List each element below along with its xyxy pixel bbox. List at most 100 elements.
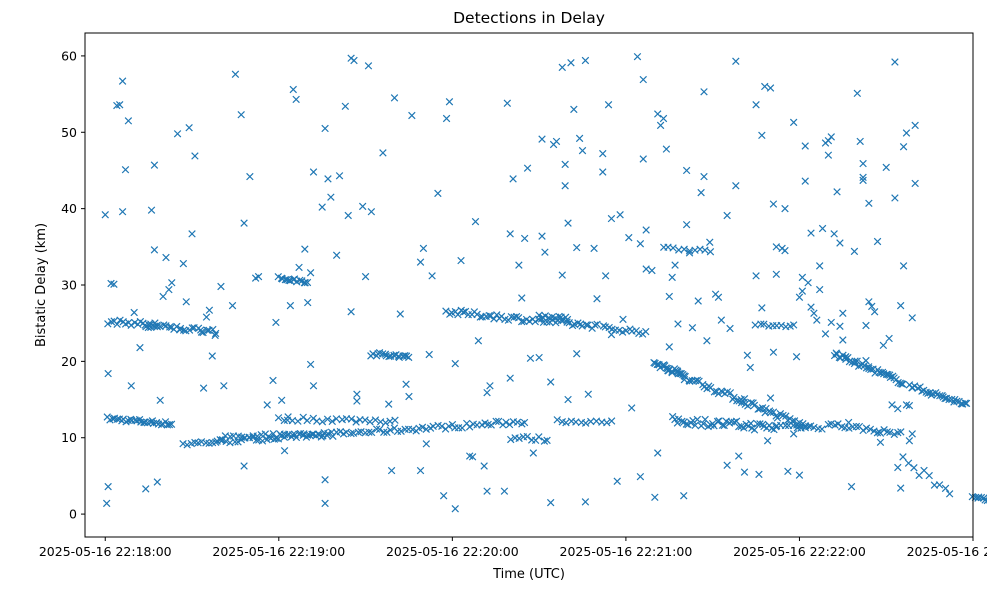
- detection-marker: [680, 245, 688, 253]
- detection-marker: [277, 396, 286, 405]
- detection-marker: [237, 110, 245, 119]
- detection-marker: [401, 351, 409, 360]
- detection-marker: [908, 314, 916, 322]
- detection-marker: [570, 105, 578, 114]
- detection-marker: [419, 244, 428, 253]
- detection-marker: [703, 337, 711, 345]
- detection-marker: [525, 317, 534, 326]
- detection-marker: [701, 246, 709, 254]
- detection-marker: [636, 240, 645, 248]
- detection-marker: [795, 293, 804, 301]
- detection-marker: [977, 493, 986, 502]
- detection-marker: [815, 262, 824, 270]
- detection-marker: [535, 311, 543, 319]
- detection-marker: [303, 298, 312, 307]
- detection-marker: [205, 306, 214, 314]
- detection-marker: [228, 301, 237, 310]
- detection-marker: [754, 405, 762, 413]
- detection-marker: [118, 207, 127, 216]
- detection-marker: [518, 294, 526, 302]
- detection-marker: [801, 177, 809, 185]
- detection-marker: [283, 416, 292, 424]
- detection-marker: [113, 320, 121, 329]
- detection-marker: [332, 251, 341, 259]
- detection-marker: [653, 449, 662, 457]
- detection-marker: [372, 425, 381, 433]
- detection-marker: [438, 422, 446, 431]
- detection-marker: [381, 419, 390, 427]
- y-tick-label: 50: [61, 125, 77, 140]
- detection-marker: [836, 239, 844, 247]
- detection-marker: [364, 62, 373, 70]
- detection-marker: [350, 56, 358, 65]
- detection-marker: [665, 292, 674, 301]
- detection-marker: [918, 387, 926, 395]
- detection-marker: [613, 477, 621, 485]
- x-tick-label: 2025-05-16 22:22:00: [733, 544, 866, 559]
- y-tick-label: 60: [61, 48, 77, 63]
- detection-marker: [121, 165, 130, 174]
- detection-marker: [815, 285, 824, 294]
- detection-marker: [375, 425, 384, 434]
- detection-marker: [327, 193, 335, 201]
- detection-marker: [492, 417, 500, 426]
- detection-marker: [196, 326, 205, 334]
- detection-marker: [760, 320, 768, 328]
- detection-marker: [318, 417, 327, 426]
- detection-marker: [607, 214, 616, 223]
- detection-marker: [789, 430, 798, 438]
- detection-marker: [769, 200, 778, 208]
- detection-marker: [217, 282, 225, 291]
- detection-marker: [386, 426, 395, 434]
- detection-marker: [899, 262, 908, 270]
- detection-marker: [211, 329, 220, 338]
- detection-marker: [862, 356, 870, 365]
- detection-marker: [535, 353, 543, 362]
- detection-marker: [582, 321, 591, 329]
- detection-marker: [393, 427, 402, 436]
- detection-marker: [425, 350, 433, 359]
- detection-marker: [772, 422, 780, 431]
- detection-marker: [500, 487, 509, 495]
- detection-marker: [865, 199, 873, 208]
- detection-marker: [639, 75, 647, 84]
- y-axis-title: Bistatic Delay (km): [34, 223, 49, 347]
- detection-marker: [883, 428, 892, 436]
- detection-marker: [733, 396, 741, 405]
- detection-marker: [777, 321, 785, 330]
- detection-marker: [142, 485, 150, 493]
- detection-marker: [682, 220, 691, 229]
- detection-marker: [578, 146, 587, 155]
- x-axis-ticks: 2025-05-16 22:18:00 2025-05-16 22:19:00 20…: [39, 537, 987, 559]
- detection-marker: [564, 219, 572, 227]
- detection-marker: [197, 438, 206, 446]
- detection-marker: [457, 256, 465, 265]
- detection-marker: [513, 418, 522, 426]
- detection-marker: [693, 415, 702, 424]
- detection-marker: [153, 478, 162, 486]
- detection-marker: [896, 484, 905, 492]
- detection-marker: [896, 301, 905, 310]
- detection-marker: [790, 417, 799, 425]
- detection-marker: [691, 421, 699, 430]
- detection-marker: [590, 244, 598, 253]
- detection-marker: [562, 418, 570, 427]
- detection-marker: [659, 114, 668, 123]
- detection-marker: [520, 418, 529, 427]
- detection-marker: [758, 304, 766, 312]
- detection-marker: [124, 117, 133, 125]
- detection-marker: [844, 418, 853, 427]
- detection-marker: [144, 323, 153, 332]
- detection-marker: [502, 418, 510, 427]
- detection-marker: [558, 271, 566, 279]
- detection-marker: [416, 258, 425, 266]
- detection-marker: [604, 101, 613, 109]
- detection-marker: [747, 419, 755, 428]
- detection-marker: [891, 58, 899, 66]
- detection-marker: [714, 293, 723, 301]
- detection-marker: [581, 498, 590, 506]
- detection-marker: [269, 376, 277, 385]
- detection-marker: [347, 415, 356, 423]
- detection-marker: [335, 172, 344, 180]
- detection-marker: [665, 343, 674, 351]
